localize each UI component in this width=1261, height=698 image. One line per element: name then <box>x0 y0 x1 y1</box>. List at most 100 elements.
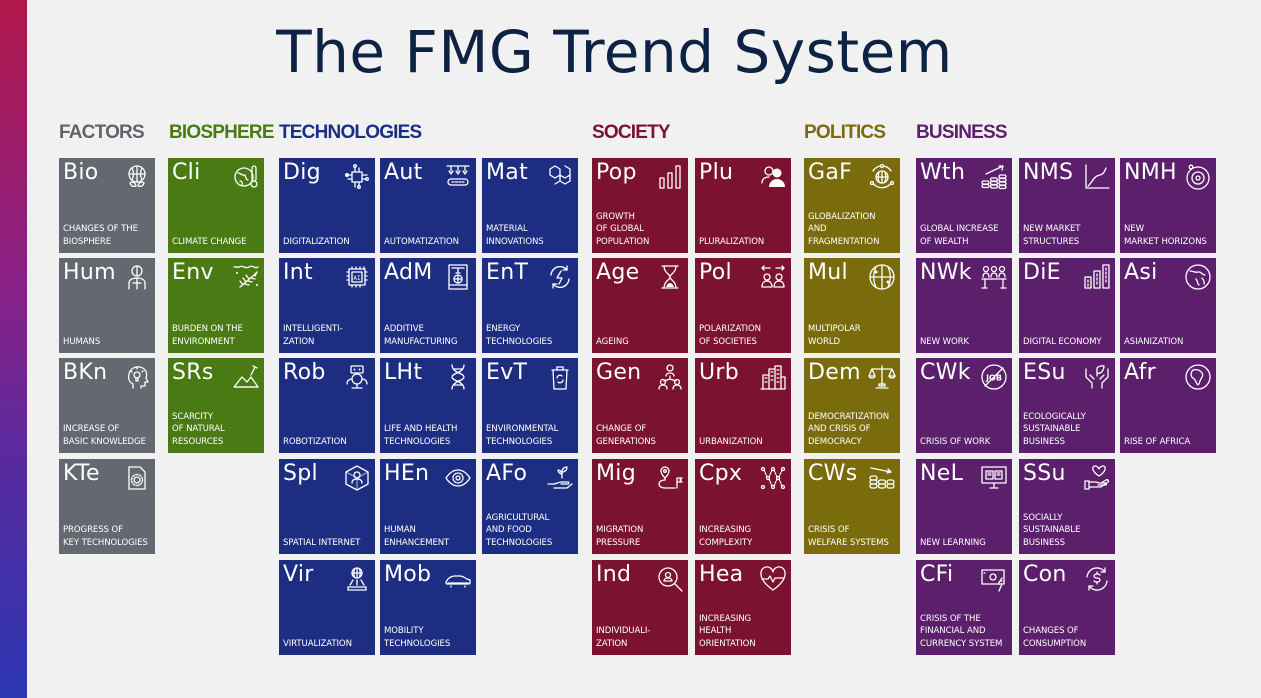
trend-tile-cws[interactable]: CWs Crisis of welfare systems <box>804 459 900 554</box>
trend-tile-asi[interactable]: Asi Asianization <box>1120 258 1216 353</box>
trend-tile-bkn[interactable]: BKn Increase of basic knowledge <box>59 358 155 453</box>
people-group-icon <box>759 163 787 191</box>
trend-tile-spl[interactable]: Spl Spatial internet <box>279 459 375 554</box>
trend-abbreviation: Rob <box>283 360 326 385</box>
trend-tile-con[interactable]: Con Changes of consumption <box>1019 560 1115 655</box>
document-gear-icon <box>123 464 151 492</box>
line-chart-icon <box>1083 163 1111 191</box>
trend-description: Democratization and crisis of democracy <box>808 410 890 448</box>
trend-tile-aut[interactable]: Aut Automatization <box>380 158 476 253</box>
trend-tile-ssu[interactable]: SSu Socially sustainable business <box>1019 459 1115 554</box>
trend-description: Change of generations <box>596 423 656 448</box>
trend-tile-lht[interactable]: LHt Life and health technologies <box>380 358 476 453</box>
globe-nodes-icon <box>868 263 896 291</box>
trend-abbreviation: EvT <box>486 360 528 385</box>
trend-tile-kte[interactable]: KTe Progress of key technologies <box>59 459 155 554</box>
trend-tile-mig[interactable]: Mig Migration pressure <box>592 459 688 554</box>
city-buildings-icon <box>759 363 787 391</box>
trend-tile-nwk[interactable]: NWk New work <box>916 258 1012 353</box>
trend-tile-env[interactable]: Env Burden on the environment <box>168 258 264 353</box>
trend-tile-bio[interactable]: Bio Changes of the biosphere <box>59 158 155 253</box>
trend-tile-ind[interactable]: Ind Individuali- zation <box>592 560 688 655</box>
bar-chart-icon <box>656 163 684 191</box>
trend-tile-hum[interactable]: Hum Humans <box>59 258 155 353</box>
trend-tile-plu[interactable]: Plu Pluralization <box>695 158 791 253</box>
trend-description: Asianization <box>1124 336 1184 348</box>
hand-heart-icon <box>1083 464 1111 492</box>
trend-description: Multipolar world <box>808 323 861 348</box>
trend-tile-gen[interactable]: Gen Change of generations <box>592 358 688 453</box>
trend-tile-rob[interactable]: Rob Robotization <box>279 358 375 453</box>
category-society: SOCIETY <box>592 122 671 143</box>
eye-gear-icon <box>444 464 472 492</box>
3d-printer-icon <box>444 263 472 291</box>
hologram-globe-icon <box>343 565 371 593</box>
trend-tile-cwk[interactable]: CWk JOB Crisis of work <box>916 358 1012 453</box>
no-job-icon: JOB <box>980 363 1008 391</box>
trend-tile-evt[interactable]: EvT Environmental technologies <box>482 358 578 453</box>
trend-tile-hea[interactable]: Hea Increasing health orientation <box>695 560 791 655</box>
trend-tile-mul[interactable]: Mul Multipolar world <box>804 258 900 353</box>
trend-abbreviation: NMH <box>1124 160 1177 185</box>
trend-tile-int[interactable]: Int AI Intelligenti- zation <box>279 258 375 353</box>
trend-tile-cli[interactable]: Cli Climate change <box>168 158 264 253</box>
globe-leaves-icon <box>123 163 151 191</box>
trend-tile-afo[interactable]: AFo Agricultural and food technologies <box>482 459 578 554</box>
trend-abbreviation: NMS <box>1023 160 1074 185</box>
trend-tile-dem[interactable]: Dem Democratization and crisis of democra… <box>804 358 900 453</box>
trend-tile-srs[interactable]: SRs Scarcity of natural resources <box>168 358 264 453</box>
trend-description: Robotization <box>283 436 347 448</box>
trend-tile-mat[interactable]: Mat Material innovations <box>482 158 578 253</box>
trend-tile-mob[interactable]: Mob Mobility technologies <box>380 560 476 655</box>
trend-tile-pop[interactable]: Pop Growth of global population <box>592 158 688 253</box>
mountain-shovel-icon <box>232 363 260 391</box>
car-icon <box>444 565 472 593</box>
trend-abbreviation: KTe <box>63 461 100 486</box>
trend-abbreviation: HEn <box>384 461 430 486</box>
category-biosphere: BIOSPHERE <box>169 122 275 143</box>
trend-description: Environmental technologies <box>486 423 559 448</box>
network-nodes-icon <box>759 464 787 492</box>
trend-description: Digital economy <box>1023 336 1102 348</box>
trend-tile-cpx[interactable]: Cpx Increasing complexity <box>695 459 791 554</box>
trend-description: Crisis of work <box>920 436 991 448</box>
trend-tile-cfi[interactable]: CFi Crisis of the financial and currency … <box>916 560 1012 655</box>
trend-tile-hen[interactable]: HEn Human enhancement <box>380 459 476 554</box>
trend-tile-nms[interactable]: NMS New market structures <box>1019 158 1115 253</box>
energy-cycle-icon <box>546 263 574 291</box>
trend-description: Increasing health orientation <box>699 612 756 650</box>
trend-tile-adm[interactable]: AdM Additive manufacturing <box>380 258 476 353</box>
trend-description: Increasing complexity <box>699 524 753 549</box>
page-title: The FMG Trend System <box>276 18 953 86</box>
trend-description: Socially sustainable business <box>1023 511 1081 549</box>
ai-chip-icon: AI <box>343 263 371 291</box>
svg-text:JOB: JOB <box>985 374 1002 383</box>
trend-tile-dig[interactable]: Dig Digitalization <box>279 158 375 253</box>
trend-tile-nel[interactable]: NeL New learning <box>916 459 1012 554</box>
trend-abbreviation: Urb <box>699 360 740 385</box>
trend-tile-vir[interactable]: Vir Virtualization <box>279 560 375 655</box>
trend-abbreviation: Mat <box>486 160 528 185</box>
trend-description: Human enhancement <box>384 524 450 549</box>
trend-tile-age[interactable]: Age Ageing <box>592 258 688 353</box>
trend-tile-nmh[interactable]: NMH New market horizons <box>1120 158 1216 253</box>
trend-description: Burden on the environment <box>172 323 243 348</box>
trend-tile-pol[interactable]: Pol Polarization of societies <box>695 258 791 353</box>
trend-description: Individuali- zation <box>596 625 651 650</box>
trend-abbreviation: SSu <box>1023 461 1066 486</box>
trend-tile-wth[interactable]: Wth Global increase of wealth <box>916 158 1012 253</box>
trend-tile-die[interactable]: DiE Digital economy <box>1019 258 1115 353</box>
category-technologies: TECHNOLOGIES <box>279 122 422 143</box>
trend-tile-gaf[interactable]: GaF Globalization and fragmentation <box>804 158 900 253</box>
trend-abbreviation: Aut <box>384 160 423 185</box>
banknote-lightning-icon <box>980 565 1008 593</box>
trend-description: Urbanization <box>699 436 763 448</box>
trend-abbreviation: Plu <box>699 160 734 185</box>
trend-tile-esu[interactable]: ESu Ecologically sustainable business <box>1019 358 1115 453</box>
trend-description: Ageing <box>596 336 629 348</box>
trend-tile-ent[interactable]: EnT Energy technologies <box>482 258 578 353</box>
trend-tile-urb[interactable]: Urb Urbanization <box>695 358 791 453</box>
trend-abbreviation: Hea <box>699 562 744 587</box>
trend-tile-afr[interactable]: Afr Rise of Africa <box>1120 358 1216 453</box>
trend-abbreviation: Mig <box>596 461 636 486</box>
